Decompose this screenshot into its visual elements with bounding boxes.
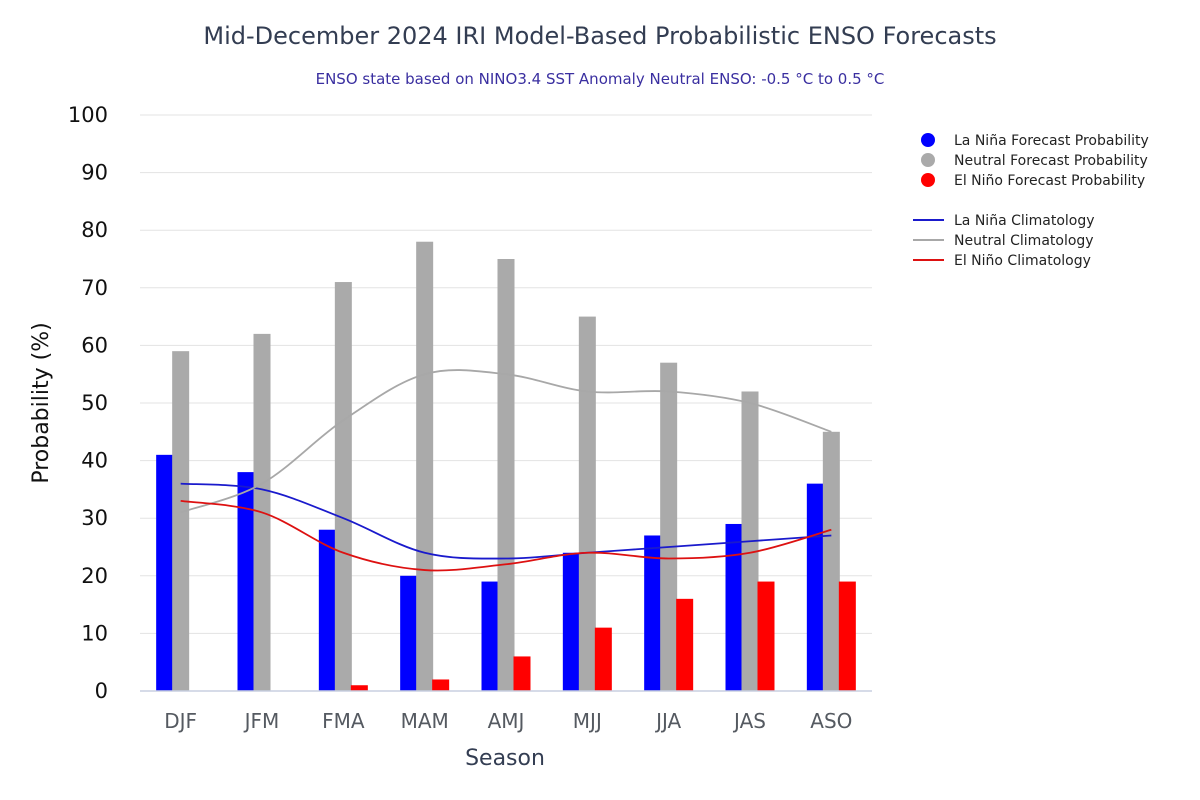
y-tick-label: 100 <box>68 103 108 127</box>
y-tick-label: 90 <box>81 161 108 185</box>
y-tick-label: 40 <box>81 449 108 473</box>
x-tick-label: JAS <box>732 709 766 733</box>
bar-la-nina-forecast-probability-djf[interactable] <box>156 454 174 691</box>
line-el-nino-climatology[interactable] <box>180 500 832 572</box>
legend-item-la-nina-climatology[interactable]: La Niña Climatology <box>913 213 1095 229</box>
y-tick-label: 70 <box>81 276 108 300</box>
bar-la-nina-forecast-probability-fma[interactable] <box>318 529 336 691</box>
bar-la-nina-forecast-probability-jas[interactable] <box>725 523 743 691</box>
y-tick-label: 80 <box>81 218 108 242</box>
bar-neutral-forecast-probability-mjj[interactable] <box>578 316 596 691</box>
x-tick-label: AMJ <box>488 709 525 733</box>
legend-label: Neutral Climatology <box>954 233 1094 249</box>
bar-neutral-forecast-probability-djf[interactable] <box>172 351 190 691</box>
x-tick-label: ASO <box>810 709 852 733</box>
x-axis-label: Season <box>465 746 545 771</box>
legend-label: La Niña Forecast Probability <box>954 133 1149 149</box>
bar-la-nina-forecast-probability-jfm[interactable] <box>237 472 255 691</box>
legend-item-neutral-climatology[interactable]: Neutral Climatology <box>913 233 1094 249</box>
bar-la-nina-forecast-probability-mam[interactable] <box>400 575 418 691</box>
legend-item-el-nino-climatology[interactable]: El Niño Climatology <box>913 253 1091 269</box>
bar-la-nina-forecast-probability-aso[interactable] <box>806 483 824 691</box>
y-tick-label: 60 <box>81 333 108 357</box>
climatology-lines <box>180 369 832 572</box>
legend-marker <box>921 133 935 147</box>
legend[interactable]: La Niña Forecast Probability Neutral Fore… <box>913 133 1149 269</box>
x-tick-label: DJF <box>164 709 197 733</box>
legend-item-el-nino-forecast-probability[interactable]: El Niño Forecast Probability <box>921 173 1145 189</box>
bar-el-nino-forecast-probability-fma[interactable] <box>350 685 368 691</box>
bar-el-nino-forecast-probability-jja[interactable] <box>676 598 694 691</box>
legend-item-neutral-forecast-probability[interactable]: Neutral Forecast Probability <box>921 153 1148 169</box>
x-tick-label: JJA <box>654 709 681 733</box>
bar-la-nina-forecast-probability-jja[interactable] <box>644 535 662 691</box>
legend-label: Neutral Forecast Probability <box>954 153 1148 169</box>
bar-neutral-forecast-probability-aso[interactable] <box>822 431 840 691</box>
y-tick-label: 30 <box>81 506 108 530</box>
y-axis-label: Probability (%) <box>29 322 54 483</box>
chart-subtitle: ENSO state based on NINO3.4 SST Anomaly … <box>316 70 885 88</box>
bar-el-nino-forecast-probability-aso[interactable] <box>838 581 856 691</box>
x-tick-label: JFM <box>243 709 280 733</box>
y-axis-ticks: 0 10 20 30 40 50 60 70 80 90 100 <box>68 103 108 703</box>
bar-el-nino-forecast-probability-amj[interactable] <box>513 656 531 691</box>
chart-title: Mid-December 2024 IRI Model-Based Probab… <box>203 22 996 50</box>
bar-neutral-forecast-probability-jja[interactable] <box>660 362 678 691</box>
x-tick-label: MAM <box>401 709 449 733</box>
bar-la-nina-forecast-probability-amj[interactable] <box>481 581 499 691</box>
bars <box>156 241 856 691</box>
x-tick-label: FMA <box>322 709 365 733</box>
legend-label: El Niño Forecast Probability <box>954 173 1145 189</box>
x-tick-label: MJJ <box>573 709 602 733</box>
bar-neutral-forecast-probability-amj[interactable] <box>497 259 515 691</box>
x-axis-ticks: DJF JFM FMA MAM AMJ MJJ JJA JAS ASO <box>164 709 852 733</box>
legend-label: El Niño Climatology <box>954 253 1091 269</box>
legend-label: La Niña Climatology <box>954 213 1095 229</box>
bar-neutral-forecast-probability-mam[interactable] <box>416 241 434 691</box>
legend-marker <box>921 153 935 167</box>
legend-marker <box>921 173 935 187</box>
bar-el-nino-forecast-probability-jas[interactable] <box>757 581 775 691</box>
bar-la-nina-forecast-probability-mjj[interactable] <box>562 552 580 691</box>
bar-el-nino-forecast-probability-mjj[interactable] <box>594 627 612 691</box>
y-tick-label: 10 <box>81 621 108 645</box>
line-neutral-climatology[interactable] <box>180 369 832 514</box>
legend-item-la-nina-forecast-probability[interactable]: La Niña Forecast Probability <box>921 133 1149 149</box>
y-tick-label: 20 <box>81 564 108 588</box>
line-la-nina-climatology[interactable] <box>180 482 832 560</box>
bar-el-nino-forecast-probability-mam[interactable] <box>432 679 450 691</box>
bar-neutral-forecast-probability-fma[interactable] <box>334 282 352 691</box>
y-tick-label: 0 <box>95 679 108 703</box>
y-tick-label: 50 <box>81 391 108 415</box>
